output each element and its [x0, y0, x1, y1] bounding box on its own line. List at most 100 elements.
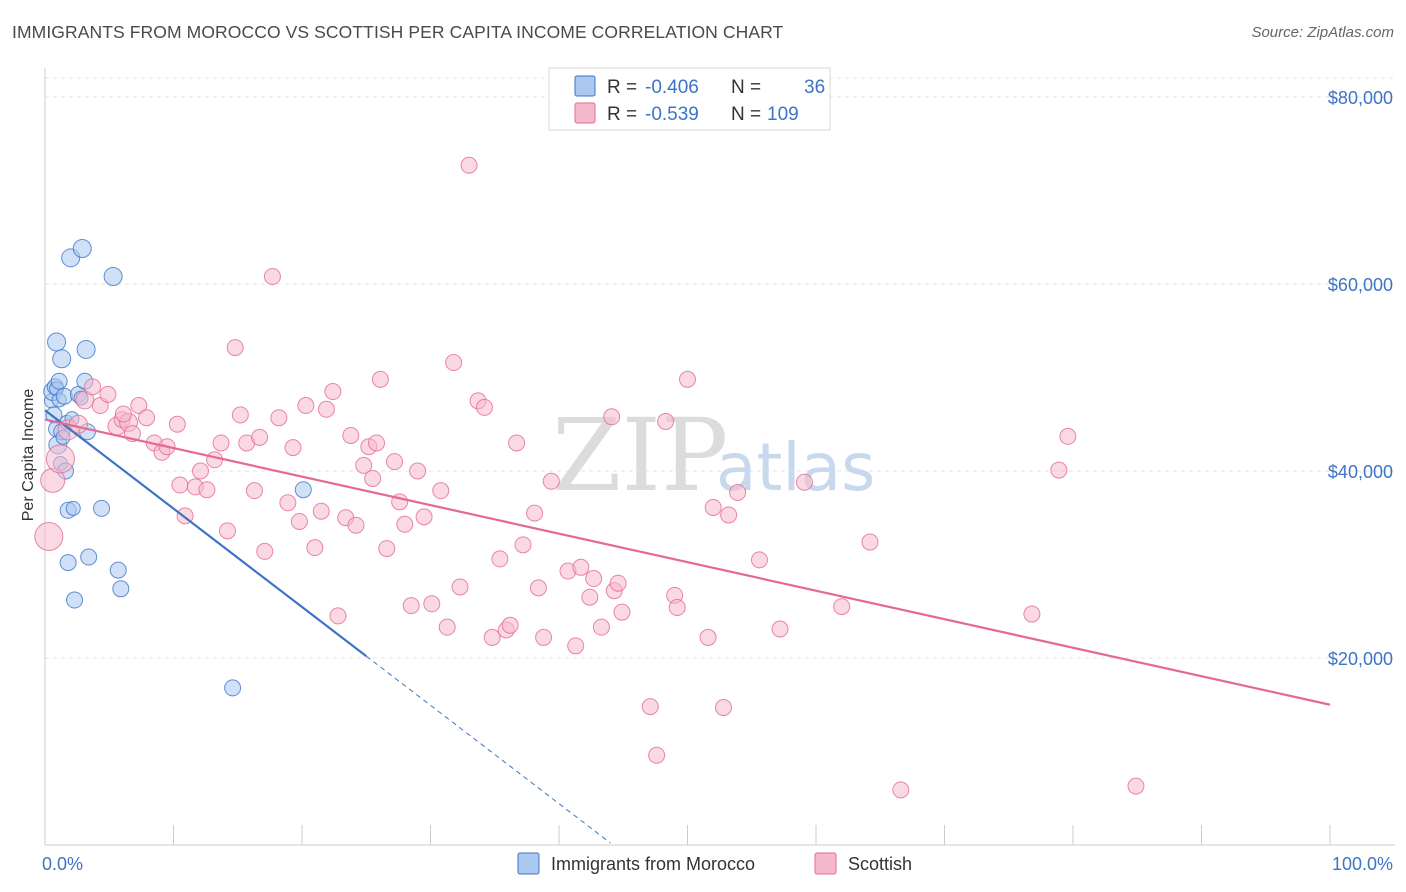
- scottish-point-85: [613, 603, 631, 621]
- scottish-point-54: [396, 515, 414, 533]
- morocco-point-29: [80, 548, 98, 566]
- bottom-legend-label-scottish: Scottish: [848, 854, 912, 874]
- scottish-point-33: [263, 268, 281, 286]
- scottish-point-37: [290, 512, 308, 530]
- scottish-point-70: [508, 434, 526, 452]
- morocco-point-12: [52, 349, 72, 369]
- scottish-point-0: [34, 521, 64, 551]
- scottish-point-35: [279, 494, 297, 512]
- scottish-point-60: [438, 618, 456, 636]
- scottish-point-69: [501, 616, 519, 634]
- scottish-point-14: [138, 409, 156, 427]
- trend-line-morocco: [44, 409, 367, 658]
- scottish-point-13: [130, 397, 148, 415]
- scottish-point-52: [386, 453, 404, 471]
- scottish-point-43: [329, 607, 347, 625]
- scottish-point-103: [1023, 605, 1041, 623]
- morocco-point-17: [59, 554, 77, 572]
- scottish-point-47: [355, 456, 373, 474]
- scottish-point-88: [657, 412, 675, 430]
- chart-title: IMMIGRANTS FROM MOROCCO VS SCOTTISH PER …: [12, 22, 784, 42]
- scottish-point-23: [198, 481, 216, 499]
- scottish-point-106: [1127, 777, 1145, 795]
- scottish-point-98: [771, 620, 789, 638]
- scottish-point-27: [226, 339, 244, 357]
- scottish-point-67: [491, 550, 509, 568]
- scottish-point-25: [212, 434, 230, 452]
- x-tick-labels: 0.0% 100.0%: [42, 854, 1393, 874]
- scottish-point-51: [378, 540, 396, 558]
- scottish-point-101: [861, 533, 879, 551]
- legend-box: [548, 67, 831, 131]
- scottish-point-80: [585, 570, 603, 588]
- legend-r-value-scottish: -0.539: [645, 104, 699, 125]
- axes: [44, 68, 1395, 846]
- source-credit: Source: ZipAtlas.com: [1251, 24, 1394, 41]
- scottish-point-86: [641, 698, 659, 716]
- legend-r-label-morocco: R =: [607, 77, 637, 98]
- morocco-point-8: [50, 372, 68, 390]
- x-tick-label-0: 0.0%: [42, 854, 83, 874]
- scottish-point-59: [432, 482, 450, 500]
- scottish-point-36: [284, 439, 302, 457]
- scottish-point-32: [256, 542, 274, 560]
- watermark: ZIP atlas: [552, 397, 876, 514]
- scottish-point-6: [84, 378, 102, 396]
- scottish-point-77: [567, 637, 585, 655]
- scottish-point-56: [409, 462, 427, 480]
- y-tick-labels: $20,000 $40,000 $60,000 $80,000: [1328, 88, 1393, 669]
- scottish-point-87: [648, 746, 666, 764]
- scottish-point-50: [371, 370, 389, 388]
- scottish-point-102: [892, 781, 910, 799]
- scottish-point-61: [445, 354, 463, 372]
- scottish-point-99: [795, 473, 813, 491]
- legend: R = -0.406 N = 36 R = -0.539 N = 109: [548, 67, 831, 131]
- scottish-point-62: [451, 578, 469, 596]
- legend-swatch-morocco: [574, 75, 596, 97]
- scottish-point-79: [581, 588, 599, 606]
- scottish-point-58: [423, 595, 441, 613]
- scottish-point-45: [342, 426, 360, 444]
- scottish-point-94: [714, 699, 732, 717]
- morocco-point-31: [103, 267, 123, 287]
- morocco-point-27: [76, 339, 96, 359]
- morocco-point-33: [112, 580, 130, 598]
- scottish-point-72: [526, 504, 544, 522]
- morocco-point-6: [47, 332, 67, 352]
- y-tick-label-1: $40,000: [1328, 462, 1393, 482]
- scottish-point-49: [364, 469, 382, 487]
- y-tick-label-0: $20,000: [1328, 649, 1393, 669]
- scottish-point-96: [729, 484, 747, 502]
- x-tick-label-1: 100.0%: [1332, 854, 1393, 874]
- scottish-point-26: [218, 522, 236, 540]
- bottom-legend: Immigrants from Morocco Scottish: [517, 852, 912, 875]
- morocco-point-21: [65, 500, 81, 516]
- scottish-point-63: [460, 156, 478, 174]
- morocco-point-14: [55, 387, 73, 405]
- scottish-point-5: [75, 390, 95, 410]
- scottish-point-42: [324, 383, 342, 401]
- y-axis-title: Per Capita Income: [20, 389, 37, 522]
- scottish-point-104: [1050, 461, 1068, 479]
- scottish-point-2: [45, 444, 75, 474]
- scottish-point-84: [609, 574, 627, 592]
- scottish-point-40: [312, 502, 330, 520]
- morocco-point-35: [294, 481, 312, 499]
- scottish-point-91: [679, 370, 696, 388]
- scottish-point-30: [245, 482, 263, 500]
- legend-r-label-scottish: R =: [607, 104, 637, 125]
- scottish-point-39: [306, 539, 324, 557]
- trend-line-scottish: [44, 418, 1331, 706]
- scottish-point-97: [750, 551, 768, 569]
- legend-n-value-scottish: 109: [767, 104, 799, 125]
- legend-swatch-scottish: [574, 102, 596, 124]
- scottish-point-31: [251, 428, 269, 446]
- scottish-point-95: [720, 506, 738, 524]
- scottish-point-81: [592, 618, 610, 636]
- scottish-point-24: [206, 451, 224, 469]
- scottish-point-57: [415, 508, 433, 526]
- scottish-point-28: [231, 406, 249, 424]
- legend-n-label-scottish: N =: [731, 104, 761, 125]
- scottish-point-74: [535, 628, 553, 646]
